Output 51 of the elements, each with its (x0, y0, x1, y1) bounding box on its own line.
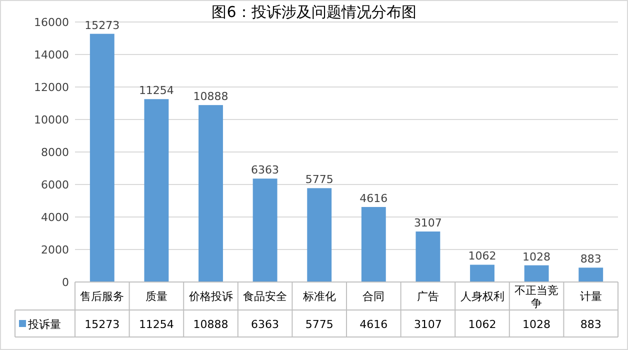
data-label: 5775 (305, 318, 334, 331)
y-tick-label: 12000 (34, 81, 69, 94)
text: 11254 (138, 84, 174, 98)
bar (198, 105, 223, 282)
text: 883 (580, 252, 602, 266)
text: 15273 (84, 18, 120, 32)
bar (416, 232, 440, 282)
x-tick-label: 标准化 (302, 290, 336, 303)
y-tick-label: 2000 (41, 244, 69, 256)
x-tick-label: 计量 (580, 290, 602, 303)
y-tick-label: 0 (62, 276, 69, 289)
x-tick-label: 售后服务 (80, 290, 124, 303)
bar (470, 264, 494, 282)
data-label: 1028 (522, 318, 551, 331)
y-tick-label: 14000 (34, 48, 69, 62)
y-tick-label: 8000 (41, 146, 69, 159)
chart-title: 图6：投诉涉及问题情况分布图 (212, 3, 416, 21)
x-tick-label: 合同 (362, 290, 385, 303)
text: 1028 (522, 250, 551, 264)
data-label: 11254 (138, 318, 174, 331)
bar (90, 34, 114, 282)
data-label: 15273 (84, 318, 120, 331)
text: 3107 (414, 216, 442, 230)
x-tick-label: 质量 (145, 290, 168, 303)
y-tick-label: 16000 (34, 16, 69, 29)
text: 1062 (468, 250, 496, 263)
data-label: 1062 (468, 318, 496, 331)
bar (307, 188, 332, 282)
data-label: 4616 (360, 318, 388, 331)
bar (361, 206, 386, 282)
bar (144, 99, 169, 282)
x-tick-label: 食品安全 (243, 290, 288, 303)
x-tick-label: 不正当竞争 (514, 284, 559, 310)
y-tick-label: 4000 (41, 211, 69, 224)
text: 4616 (360, 192, 388, 205)
text: 5775 (305, 173, 334, 186)
y-tick-label: 6000 (41, 178, 69, 192)
bar (524, 265, 549, 282)
legend-label: 投诉量 (27, 318, 61, 331)
data-label: 883 (580, 318, 602, 331)
text: 10888 (193, 90, 228, 104)
bar (578, 268, 604, 282)
x-tick-label: 价格投诉 (188, 290, 233, 303)
bar (252, 178, 278, 282)
x-tick-label: 人身权利 (460, 290, 504, 303)
data-label: 6363 (251, 318, 280, 331)
text: 6363 (251, 164, 280, 177)
data-label: 3107 (414, 318, 442, 331)
data-label: 10888 (193, 318, 228, 331)
y-tick-label: 10000 (34, 114, 69, 126)
x-tick-label: 广告 (416, 290, 439, 303)
